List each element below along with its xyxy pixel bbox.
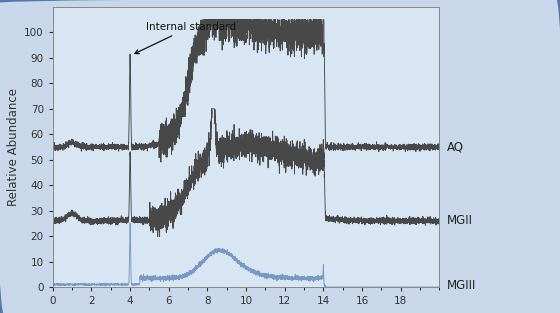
Text: MGII: MGII — [447, 214, 473, 227]
Text: AQ: AQ — [447, 141, 464, 153]
Y-axis label: Relative Abundance: Relative Abundance — [7, 88, 20, 206]
Text: MGIII: MGIII — [447, 279, 477, 292]
Text: Internal standard: Internal standard — [135, 22, 236, 54]
